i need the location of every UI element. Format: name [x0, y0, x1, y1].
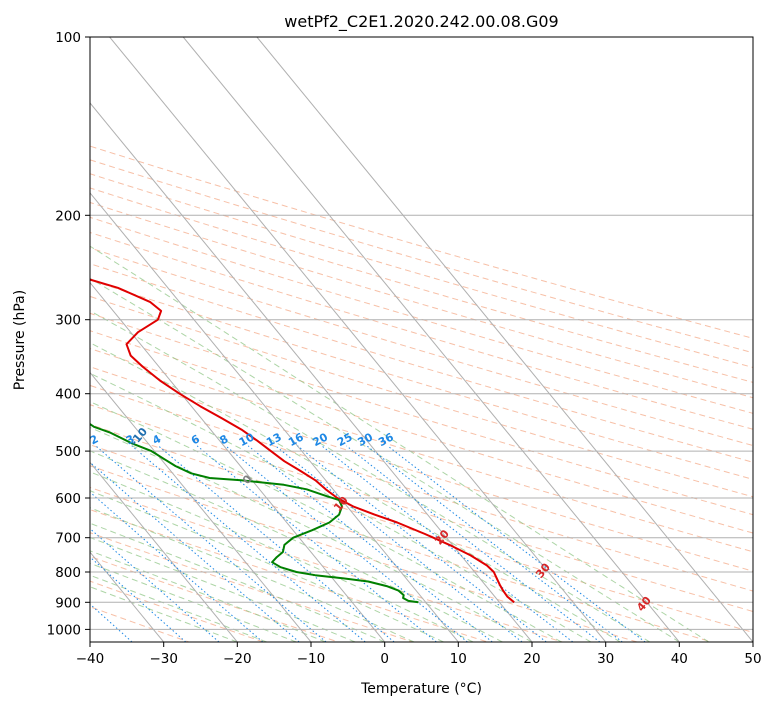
- x-tick-label: 50: [744, 651, 761, 667]
- dry-adiabat: [90, 486, 563, 642]
- y-tick-label: 200: [55, 208, 81, 224]
- mixing-ratio-line: [275, 445, 523, 642]
- y-tick-label: 1000: [47, 622, 81, 638]
- mixing-ratio-line: [90, 491, 264, 642]
- mixing-ratio-label: 10: [237, 430, 257, 449]
- y-tick-label: 300: [55, 313, 81, 329]
- mixing-ratio-line: [90, 461, 300, 642]
- dry-adiabat: [90, 509, 488, 642]
- x-tick-label: 10: [450, 651, 467, 667]
- isotherm: [90, 192, 459, 642]
- dry-adiabat: [90, 366, 753, 572]
- dry-adiabat: [90, 173, 753, 368]
- isotherm: [90, 461, 238, 642]
- x-tick-label: 20: [523, 651, 540, 667]
- pressure-grid: [90, 37, 753, 630]
- mixing-ratio-label: 16: [286, 430, 306, 449]
- y-tick-label: 500: [55, 444, 81, 460]
- moist-adiabat: [90, 574, 267, 642]
- moist-adiabat: [90, 507, 415, 642]
- plot-frame: [89, 36, 754, 643]
- x-tick-label: −30: [149, 651, 178, 667]
- moist-adiabat: [90, 490, 444, 642]
- mixing-ratio-line: [90, 556, 187, 642]
- dry-adiabat: [90, 384, 753, 592]
- y-tick-label: 100: [55, 30, 81, 46]
- isotherm: [109, 37, 607, 642]
- dry-adiabat: [90, 444, 712, 642]
- mixing-ratio-line: [158, 445, 395, 642]
- dry-adiabat: [90, 216, 753, 414]
- moist-adiabat: [90, 401, 562, 642]
- x-axis-label: Temperature (°C): [360, 681, 482, 697]
- mixing-ratio-line: [95, 445, 327, 642]
- mixing-ratio-label: 13: [264, 430, 284, 449]
- mixing-ratio-line: [387, 445, 646, 642]
- isotherm: [256, 37, 753, 642]
- moist-adiabat: [90, 310, 651, 642]
- dry-adiabat: [90, 247, 753, 447]
- moist-adiabat: [90, 277, 680, 642]
- mixing-ratio-label: 20: [310, 430, 330, 449]
- mixing-ratio-label: 30: [355, 430, 375, 449]
- mixing-ratio-line: [131, 445, 366, 642]
- dry-adiabat: [90, 279, 753, 480]
- y-tick-label: 800: [55, 565, 81, 581]
- moist-adiabat: [90, 537, 356, 642]
- mixing-ratio-line: [297, 445, 547, 642]
- mixing-ratio-line: [225, 445, 468, 642]
- profile-layer: [90, 278, 515, 604]
- x-tick-label: 40: [671, 651, 688, 667]
- mixing-ratio-line: [366, 445, 623, 642]
- moist-adiabat: [90, 522, 385, 642]
- moist-adiabat: [90, 471, 474, 642]
- x-tick-label: 0: [380, 651, 389, 667]
- mixing-ratio-line: [90, 528, 220, 642]
- mixing-ratio-label: 25: [335, 430, 355, 449]
- dry-adiabat: [90, 423, 753, 633]
- mixing-ratio-line: [247, 445, 493, 642]
- x-tick-label: −20: [223, 651, 252, 667]
- y-axis-label: Pressure (hPa): [12, 290, 28, 390]
- y-tick-label: 400: [55, 387, 81, 403]
- isotherm: [90, 102, 533, 642]
- chart-title: wetPf2_C2E1.2020.242.00.08.G09: [284, 12, 558, 32]
- x-tick-label: −10: [297, 651, 326, 667]
- x-axis: −40 −30 −20 −10 0 10 20 30 40 50: [76, 642, 762, 667]
- temperature-profile-line: [90, 278, 515, 604]
- moist-adiabat: [90, 426, 533, 642]
- moist-adiabat: [90, 245, 710, 642]
- dry-adiabat: [90, 312, 753, 516]
- y-axis: 100 200 300 400 500 600 700 800 900 1000: [47, 30, 90, 638]
- moist-adiabat: [90, 550, 326, 642]
- x-tick-label: −40: [76, 651, 105, 667]
- y-tick-label: 900: [55, 595, 81, 611]
- x-tick-label: 30: [597, 651, 614, 667]
- dry-adiabat: [90, 330, 753, 534]
- y-tick-label: 600: [55, 491, 81, 507]
- isotherm: [182, 37, 680, 642]
- mixing-ratio-label: 36: [376, 430, 396, 449]
- plot-background: [90, 37, 753, 642]
- y-tick-label: 700: [55, 531, 81, 547]
- isotherm: [90, 281, 386, 642]
- dry-adiabat: [90, 187, 753, 383]
- dewpoint-profile-line: [90, 422, 419, 604]
- isotherm: [90, 371, 312, 642]
- moist-adiabat: [90, 342, 621, 642]
- background-lines: [90, 37, 753, 642]
